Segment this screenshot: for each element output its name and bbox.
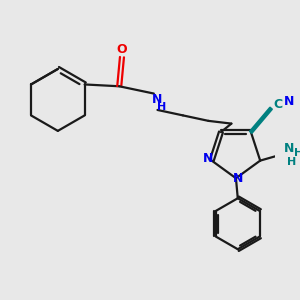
Text: C: C: [274, 98, 283, 111]
Text: N: N: [284, 142, 295, 155]
Text: H: H: [294, 148, 300, 158]
Text: N: N: [203, 152, 213, 165]
Text: N: N: [152, 92, 163, 106]
Text: O: O: [117, 44, 127, 56]
Text: H: H: [158, 102, 166, 112]
Text: N: N: [284, 95, 294, 108]
Text: H: H: [286, 158, 296, 167]
Text: N: N: [232, 172, 243, 185]
